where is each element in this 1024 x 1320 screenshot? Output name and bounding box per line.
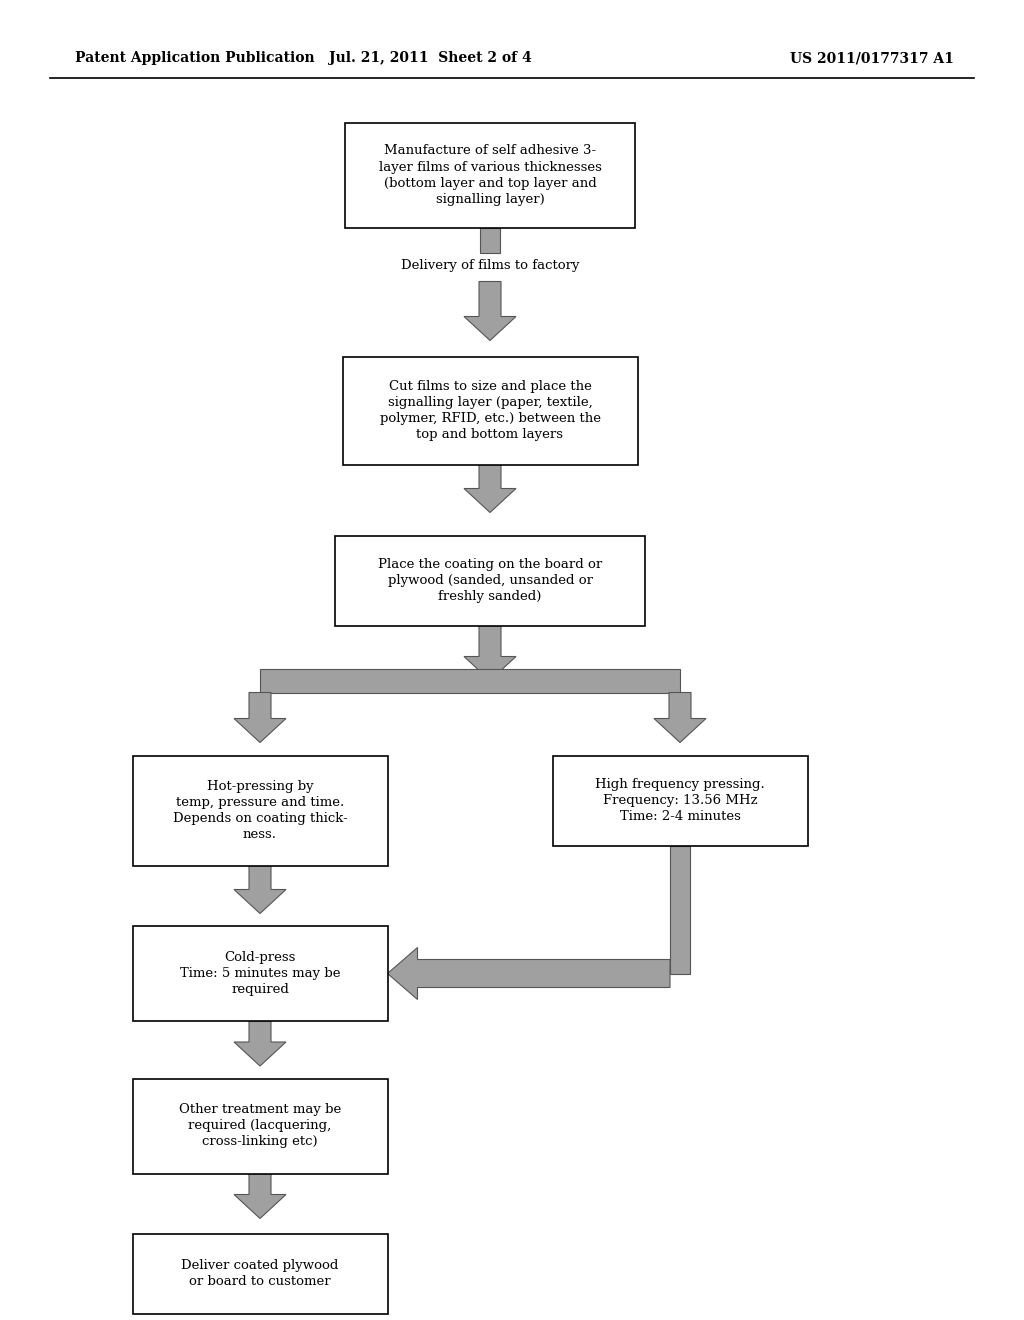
Bar bbox=[553, 755, 808, 846]
Text: Delivery of films to factory: Delivery of films to factory bbox=[400, 259, 580, 272]
Text: Place the coating on the board or
plywood (sanded, unsanded or
freshly sanded): Place the coating on the board or plywoo… bbox=[378, 558, 602, 603]
Text: Patent Application Publication: Patent Application Publication bbox=[75, 51, 314, 65]
Text: US 2011/0177317 A1: US 2011/0177317 A1 bbox=[790, 51, 954, 65]
Polygon shape bbox=[464, 626, 516, 681]
Polygon shape bbox=[387, 948, 670, 999]
Bar bbox=[345, 123, 635, 227]
Text: Deliver coated plywood
or board to customer: Deliver coated plywood or board to custo… bbox=[181, 1259, 339, 1288]
Text: Other treatment may be
required (lacquering,
cross-linking etc): Other treatment may be required (lacquer… bbox=[179, 1104, 341, 1148]
Bar bbox=[132, 755, 387, 866]
Bar bbox=[342, 356, 638, 465]
Polygon shape bbox=[234, 866, 286, 913]
Polygon shape bbox=[260, 668, 680, 693]
Bar bbox=[132, 1078, 387, 1173]
Polygon shape bbox=[670, 846, 690, 974]
Polygon shape bbox=[234, 1020, 286, 1067]
Text: High frequency pressing.
Frequency: 13.56 MHz
Time: 2-4 minutes: High frequency pressing. Frequency: 13.5… bbox=[595, 777, 765, 822]
Bar bbox=[132, 927, 387, 1020]
Polygon shape bbox=[234, 1173, 286, 1218]
Polygon shape bbox=[464, 281, 516, 341]
Polygon shape bbox=[464, 465, 516, 512]
Text: Cold-press
Time: 5 minutes may be
required: Cold-press Time: 5 minutes may be requir… bbox=[180, 950, 340, 997]
Polygon shape bbox=[654, 693, 706, 742]
Polygon shape bbox=[480, 227, 500, 252]
Text: Cut films to size and place the
signalling layer (paper, textile,
polymer, RFID,: Cut films to size and place the signalli… bbox=[380, 380, 600, 441]
Text: Jul. 21, 2011  Sheet 2 of 4: Jul. 21, 2011 Sheet 2 of 4 bbox=[329, 51, 531, 65]
Text: Manufacture of self adhesive 3-
layer films of various thicknesses
(bottom layer: Manufacture of self adhesive 3- layer fi… bbox=[379, 144, 601, 206]
Text: Hot-pressing by
temp, pressure and time.
Depends on coating thick-
ness.: Hot-pressing by temp, pressure and time.… bbox=[173, 780, 347, 841]
Polygon shape bbox=[234, 693, 286, 742]
Bar bbox=[335, 536, 645, 626]
Bar bbox=[132, 1233, 387, 1313]
